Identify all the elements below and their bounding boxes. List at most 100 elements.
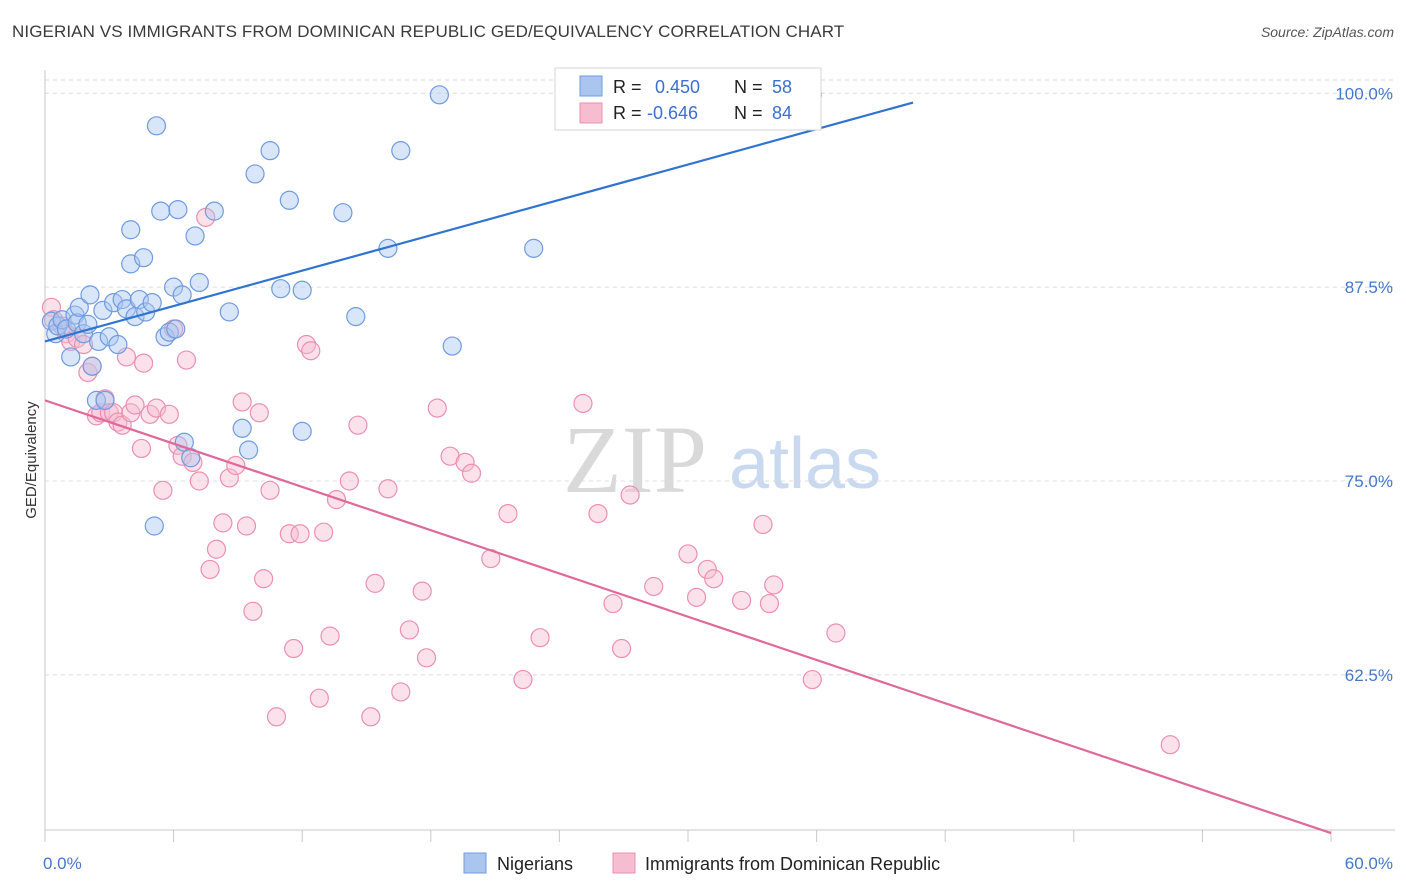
- dominican-point: [530, 628, 550, 648]
- nigerian-point: [260, 141, 280, 161]
- nigerian-point: [133, 248, 154, 268]
- dominican-point: [153, 480, 173, 500]
- dominican-point: [348, 415, 368, 435]
- x-tick-labels: 0.0% 60.0%: [43, 854, 1393, 873]
- dominican-point: [697, 559, 717, 580]
- dominican-point: [427, 398, 447, 418]
- nigerian-point: [245, 164, 265, 184]
- dominican-point: [513, 669, 533, 690]
- dominican-point: [232, 392, 252, 412]
- dominican-point: [412, 581, 432, 601]
- dominican-point: [455, 452, 475, 473]
- watermark-atlas: atlas: [729, 424, 881, 504]
- nigerian-point: [168, 199, 188, 220]
- dominican-point: [620, 485, 640, 505]
- dominican-point: [802, 669, 822, 690]
- dominican-point: [826, 623, 846, 643]
- dominican-point: [686, 587, 707, 607]
- dominican-point: [320, 626, 340, 646]
- nigerian-point: [204, 201, 224, 221]
- bottom-legend-swatch-nigerians: [463, 852, 487, 874]
- legend-n-label-1: N =: [734, 77, 763, 97]
- nigerian-point: [121, 220, 141, 240]
- dominican-point: [704, 569, 724, 589]
- nigerian-point: [146, 116, 167, 136]
- dominican-point: [416, 648, 437, 668]
- nigerian-point: [151, 201, 171, 221]
- nigerian-point: [61, 347, 81, 367]
- dominican-point: [249, 403, 269, 423]
- legend-r-value-1: 0.450: [655, 77, 700, 97]
- watermark-zip: ZIP: [563, 406, 707, 513]
- y-tick-label: 75.0%: [1345, 472, 1393, 491]
- dominican-point: [213, 513, 233, 533]
- nigerian-point: [292, 421, 312, 441]
- y-axis-label: GED/Equivalency: [23, 401, 40, 519]
- dominican-point: [219, 468, 239, 488]
- y-tick-label: 87.5%: [1345, 278, 1393, 297]
- nigerian-point: [82, 356, 102, 376]
- nigerian-point: [189, 272, 209, 293]
- dominican-point: [73, 334, 94, 355]
- nigerian-point: [108, 334, 128, 355]
- nigerian-point: [185, 226, 205, 246]
- nigerian-point: [69, 297, 89, 317]
- dominican-point: [399, 620, 419, 640]
- dominican-point: [236, 516, 257, 536]
- nigerian-point: [271, 279, 291, 299]
- trend-lines: [44, 101, 1332, 835]
- y-tick-labels: 62.5% 75.0% 87.5% 100.0%: [1335, 84, 1393, 685]
- nigerian-point: [524, 238, 544, 258]
- dominican-point: [731, 590, 752, 611]
- dominican-point: [573, 393, 593, 414]
- nigerian-point: [88, 331, 109, 352]
- dominican-point: [309, 688, 329, 708]
- dominican-point: [133, 353, 154, 373]
- legend-r-label-1: R =: [613, 77, 642, 97]
- dominican-point: [498, 503, 518, 524]
- dominican-point: [365, 573, 385, 593]
- nigerian-point: [292, 280, 312, 300]
- nigerian-point: [166, 319, 186, 339]
- nigerian-point: [219, 302, 239, 322]
- x-tick-label-min: 0.0%: [43, 854, 82, 873]
- dominican-point: [41, 297, 62, 317]
- dominican-point: [764, 575, 784, 595]
- dominican-point: [461, 463, 482, 483]
- dominican-point: [301, 341, 321, 361]
- dominican-point: [378, 479, 398, 499]
- nigerian-point: [239, 440, 259, 460]
- dominican-point: [644, 576, 664, 597]
- nigerian-point: [391, 141, 411, 161]
- nigerian-point: [80, 285, 100, 305]
- nigerian-point: [52, 310, 72, 330]
- dominican-point: [759, 593, 780, 614]
- legend-box: R = 0.450 N = 58 R = -0.646 N = 84: [554, 67, 822, 131]
- nigerian-point: [142, 293, 162, 313]
- dominican-point: [159, 404, 179, 424]
- dominican-point: [279, 524, 299, 544]
- dominican-point: [125, 395, 145, 415]
- nigerian-point: [429, 85, 449, 105]
- dominican-point: [200, 559, 220, 580]
- bottom-legend-nigerians: Nigerians: [497, 854, 573, 874]
- bottom-legend-swatch-dominican: [612, 852, 636, 874]
- dominican-point: [189, 471, 209, 491]
- dominican-point: [678, 544, 698, 564]
- dominican-point: [361, 707, 381, 727]
- dominican-point: [260, 480, 280, 500]
- dominican-point: [176, 350, 197, 370]
- axes: [44, 70, 1395, 842]
- nigerian-point: [232, 418, 252, 438]
- dominican-point: [391, 682, 411, 702]
- dominican-point: [131, 438, 152, 459]
- dominican-point: [753, 514, 773, 535]
- legend-r-label-2: R =: [613, 103, 642, 123]
- dominican-point: [603, 593, 623, 614]
- dominican-point: [588, 503, 608, 524]
- bottom-legend: Nigerians Immigrants from Dominican Repu…: [463, 852, 940, 874]
- y-tick-label: 62.5%: [1345, 666, 1393, 685]
- legend-swatch-blue: [579, 75, 603, 97]
- nigerian-point: [442, 336, 462, 356]
